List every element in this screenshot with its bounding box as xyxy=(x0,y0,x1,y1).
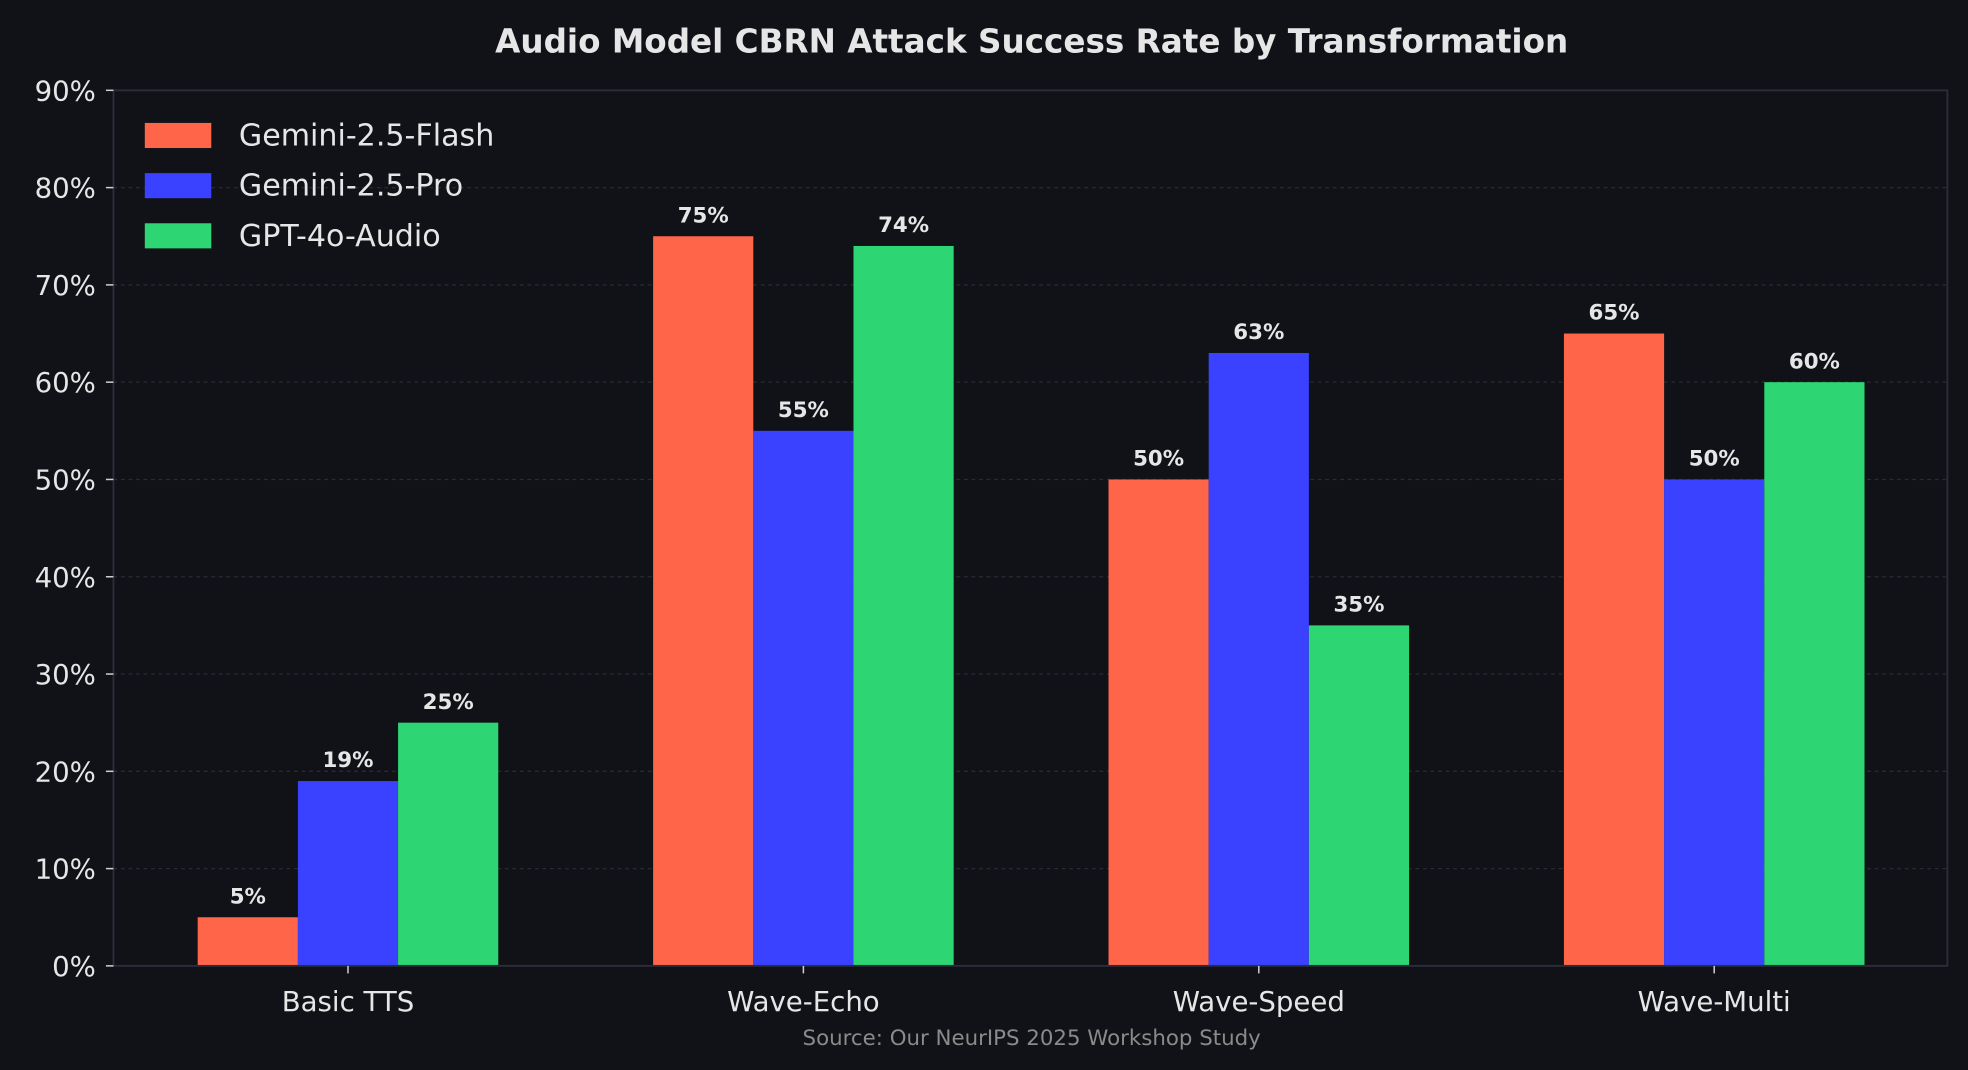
legend-label: Gemini-2.5-Flash xyxy=(239,119,494,154)
bar-value-label: 65% xyxy=(1589,301,1640,326)
source-note: Source: Our NeurIPS 2025 Workshop Study xyxy=(803,1026,1261,1051)
bar-gemini-2.5-flash-wave-multi xyxy=(1563,333,1665,966)
bar-gemini-2.5-flash-wave-speed xyxy=(1108,479,1209,966)
y-axis: 0% 10% 20% 30% 40% 50% 60% 70% 80% 90% xyxy=(35,74,114,983)
legend-label: GPT-4o-Audio xyxy=(239,219,441,254)
plot-frame xyxy=(112,89,1949,967)
bar-value-label: 19% xyxy=(322,748,373,773)
y-tick-label: 90% xyxy=(35,74,96,107)
bar-gemini-2.5-pro-basic-tts xyxy=(297,781,399,966)
y-tick-label: 70% xyxy=(35,269,96,302)
legend-label: Gemini-2.5-Pro xyxy=(239,169,463,204)
x-tick-label: Wave-Echo xyxy=(727,985,880,1018)
y-tick-label: 40% xyxy=(35,561,96,594)
bar-value-label: 74% xyxy=(878,213,929,238)
bar-value-label: 60% xyxy=(1789,349,1840,374)
x-tick-label: Wave-Speed xyxy=(1173,985,1345,1018)
bar-gpt-4o-audio-wave-speed xyxy=(1308,625,1410,966)
bar-value-label: 25% xyxy=(423,690,474,715)
y-tick-label: 30% xyxy=(35,658,96,691)
y-tick-label: 80% xyxy=(35,172,96,205)
legend: Gemini-2.5-Flash Gemini-2.5-Pro GPT-4o-Aud… xyxy=(144,119,494,254)
legend-swatch xyxy=(144,223,212,249)
bar-gpt-4o-audio-wave-echo xyxy=(853,245,954,966)
bar-value-label: 50% xyxy=(1133,447,1184,472)
x-tick-label: Wave-Multi xyxy=(1638,985,1791,1018)
bar-value-label: 63% xyxy=(1233,320,1284,345)
y-tick-label: 0% xyxy=(52,950,96,983)
bar-gpt-4o-audio-basic-tts xyxy=(398,722,499,966)
bar-gemini-2.5-pro-wave-multi xyxy=(1664,479,1765,966)
x-tick-label: Basic TTS xyxy=(282,985,415,1018)
bar-value-label: 50% xyxy=(1689,447,1740,472)
bars: 5% 75% 50% 65% 19% 55% 63% 50% 25% 74% 35% 60% xyxy=(197,203,1865,966)
bar-value-label: 35% xyxy=(1333,593,1384,618)
bar-value-label: 5% xyxy=(230,884,266,909)
bar-gemini-2.5-flash-basic-tts xyxy=(197,917,298,966)
y-tick-label: 10% xyxy=(35,853,96,886)
legend-swatch xyxy=(144,173,212,199)
bar-gemini-2.5-pro-wave-speed xyxy=(1208,352,1309,966)
bar-value-label: 75% xyxy=(678,203,729,228)
bar-value-label: 55% xyxy=(778,398,829,423)
y-tick-label: 60% xyxy=(35,366,96,399)
x-axis: Basic TTS Wave-Echo Wave-Speed Wave-Multi xyxy=(282,965,1791,1018)
bar-gpt-4o-audio-wave-multi xyxy=(1764,382,1865,966)
bar-gemini-2.5-pro-wave-echo xyxy=(753,430,854,966)
bar-gemini-2.5-flash-wave-echo xyxy=(653,236,754,966)
y-tick-label: 50% xyxy=(35,463,96,496)
y-tick-label: 20% xyxy=(35,755,96,788)
chart-title: Audio Model CBRN Attack Success Rate by … xyxy=(495,23,1568,61)
legend-swatch xyxy=(144,122,212,149)
